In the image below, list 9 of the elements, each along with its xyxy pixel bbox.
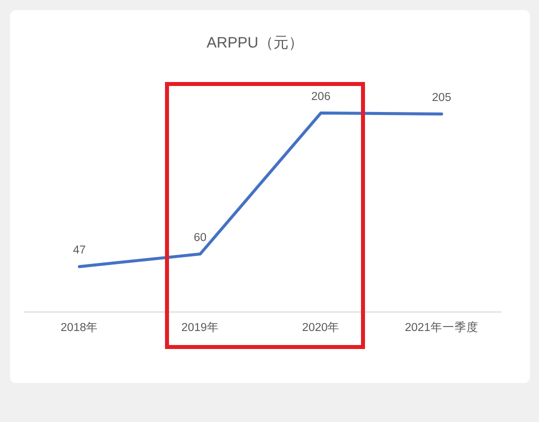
x-tick-label: 2018年 (60, 321, 98, 334)
data-label: 47 (72, 244, 86, 257)
x-tick-label: 2019年 (181, 321, 219, 334)
data-label: 205 (432, 92, 452, 104)
data-label: 60 (194, 232, 207, 244)
x-tick-label: 2021年一季度 (404, 320, 478, 334)
data-label: 206 (311, 91, 330, 103)
chart-title: ARPPU（元） (206, 34, 304, 52)
x-tick-label: 2020年 (302, 321, 340, 334)
